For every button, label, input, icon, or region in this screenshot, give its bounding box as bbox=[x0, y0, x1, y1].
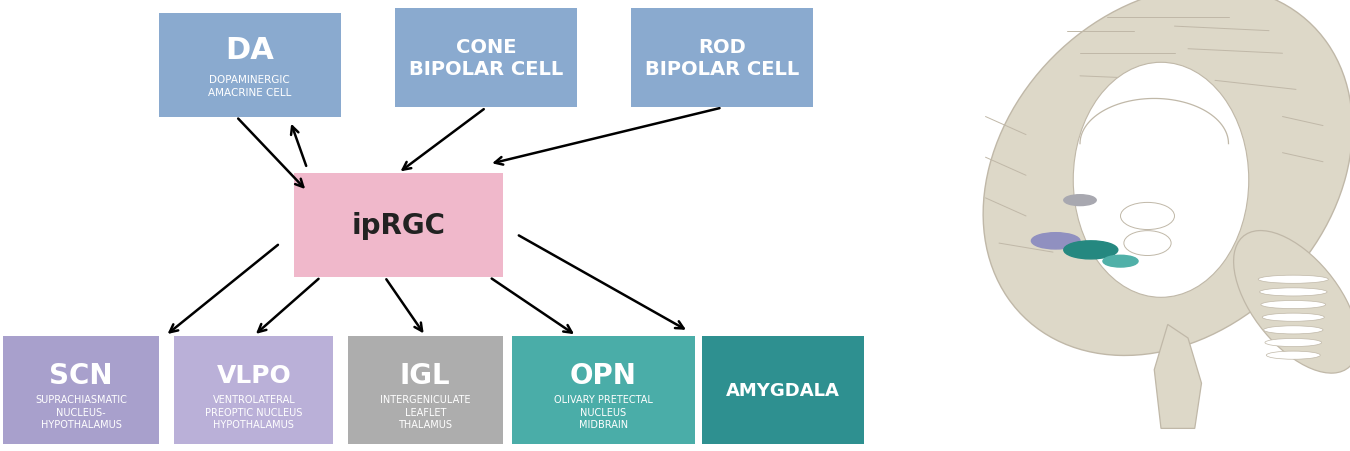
Text: AMYGDALA: AMYGDALA bbox=[726, 381, 840, 399]
Polygon shape bbox=[1154, 325, 1202, 428]
Ellipse shape bbox=[1120, 203, 1174, 230]
Ellipse shape bbox=[1262, 313, 1324, 322]
Text: VENTROLATERAL
PREOPTIC NUCLEUS
HYPOTHALAMUS: VENTROLATERAL PREOPTIC NUCLEUS HYPOTHALA… bbox=[205, 395, 302, 429]
Circle shape bbox=[1064, 241, 1118, 259]
Ellipse shape bbox=[1266, 351, 1320, 359]
FancyBboxPatch shape bbox=[513, 336, 694, 444]
Text: DA: DA bbox=[225, 37, 274, 65]
Text: ROD
BIPOLAR CELL: ROD BIPOLAR CELL bbox=[645, 38, 799, 79]
Circle shape bbox=[1031, 233, 1080, 249]
Text: OLIVARY PRETECTAL
NUCLEUS
MIDBRAIN: OLIVARY PRETECTAL NUCLEUS MIDBRAIN bbox=[554, 395, 653, 429]
Ellipse shape bbox=[1234, 231, 1350, 373]
Ellipse shape bbox=[1261, 301, 1326, 309]
Ellipse shape bbox=[1073, 63, 1249, 298]
FancyBboxPatch shape bbox=[702, 336, 864, 444]
FancyBboxPatch shape bbox=[174, 336, 333, 444]
Ellipse shape bbox=[1258, 276, 1328, 284]
Ellipse shape bbox=[983, 0, 1350, 356]
Ellipse shape bbox=[1123, 231, 1170, 256]
Text: IGL: IGL bbox=[400, 361, 451, 389]
Text: SCN: SCN bbox=[49, 361, 113, 389]
FancyBboxPatch shape bbox=[348, 336, 502, 444]
FancyBboxPatch shape bbox=[3, 336, 159, 444]
Text: OPN: OPN bbox=[570, 361, 637, 389]
Text: VLPO: VLPO bbox=[216, 363, 292, 387]
Text: ipRGC: ipRGC bbox=[351, 212, 446, 239]
Ellipse shape bbox=[1264, 326, 1323, 334]
FancyBboxPatch shape bbox=[293, 174, 502, 277]
Circle shape bbox=[1064, 195, 1096, 206]
Text: INTERGENICULATE
LEAFLET
THALAMUS: INTERGENICULATE LEAFLET THALAMUS bbox=[379, 395, 471, 429]
FancyBboxPatch shape bbox=[394, 9, 578, 108]
Ellipse shape bbox=[1260, 288, 1327, 296]
Text: DOPAMINERGIC
AMACRINE CELL: DOPAMINERGIC AMACRINE CELL bbox=[208, 75, 292, 97]
FancyBboxPatch shape bbox=[630, 9, 813, 108]
Text: CONE
BIPOLAR CELL: CONE BIPOLAR CELL bbox=[409, 38, 563, 79]
Circle shape bbox=[1103, 256, 1138, 267]
FancyBboxPatch shape bbox=[159, 14, 340, 117]
Ellipse shape bbox=[1265, 339, 1322, 347]
Text: SUPRACHIASMATIC
NUCLEUS-
HYPOTHALAMUS: SUPRACHIASMATIC NUCLEUS- HYPOTHALAMUS bbox=[35, 395, 127, 429]
